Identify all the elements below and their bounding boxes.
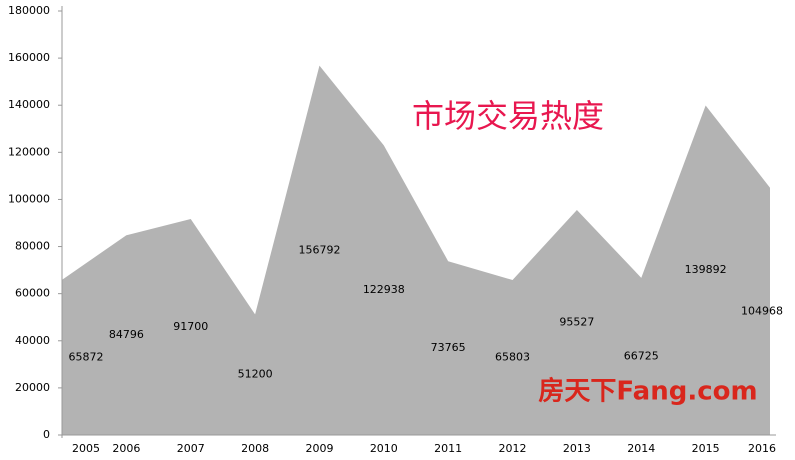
x-tick-label: 2007 [177,442,205,455]
chart-title: 市场交易热度 [412,97,604,135]
data-label: 84796 [109,328,144,341]
plot [62,65,770,436]
x-tick-label: 2005 [72,442,100,455]
watermark: 房天下Fang.com [538,377,757,407]
x-tick-label: 2013 [563,442,591,455]
x-tick-label: 2011 [434,442,462,455]
y-tick-label: 60000 [15,287,50,300]
y-tick-label: 20000 [15,381,50,394]
x-tick-label: 2010 [370,442,398,455]
x-tick-label: 2015 [692,442,720,455]
data-label: 91700 [173,320,208,333]
y-tick-label: 80000 [15,240,50,253]
y-tick-label: 120000 [8,145,50,158]
x-tick-label: 2014 [627,442,655,455]
y-tick-label: 0 [43,428,50,441]
y-tick-label: 100000 [8,192,50,205]
x-tick-label: 2012 [499,442,527,455]
y-tick-label: 140000 [8,98,50,111]
y-tick-label: 180000 [8,4,50,17]
data-label: 73765 [431,341,466,354]
x-tick-label: 2016 [748,442,776,455]
data-label: 51200 [238,368,273,381]
data-label: 65803 [495,350,530,363]
x-tick-label: 2006 [112,442,140,455]
data-label: 122938 [363,283,405,296]
x-tick-label: 2009 [305,442,333,455]
data-label: 139892 [685,263,727,276]
data-label: 156792 [298,243,340,256]
y-tick-label: 40000 [15,334,50,347]
x-tick-label: 2008 [241,442,269,455]
data-label: 66725 [624,349,659,362]
y-tick-label: 160000 [8,51,50,64]
data-label: 65872 [69,350,104,363]
data-label: 104968 [741,304,783,317]
data-label: 95527 [559,315,594,328]
area [62,65,770,436]
